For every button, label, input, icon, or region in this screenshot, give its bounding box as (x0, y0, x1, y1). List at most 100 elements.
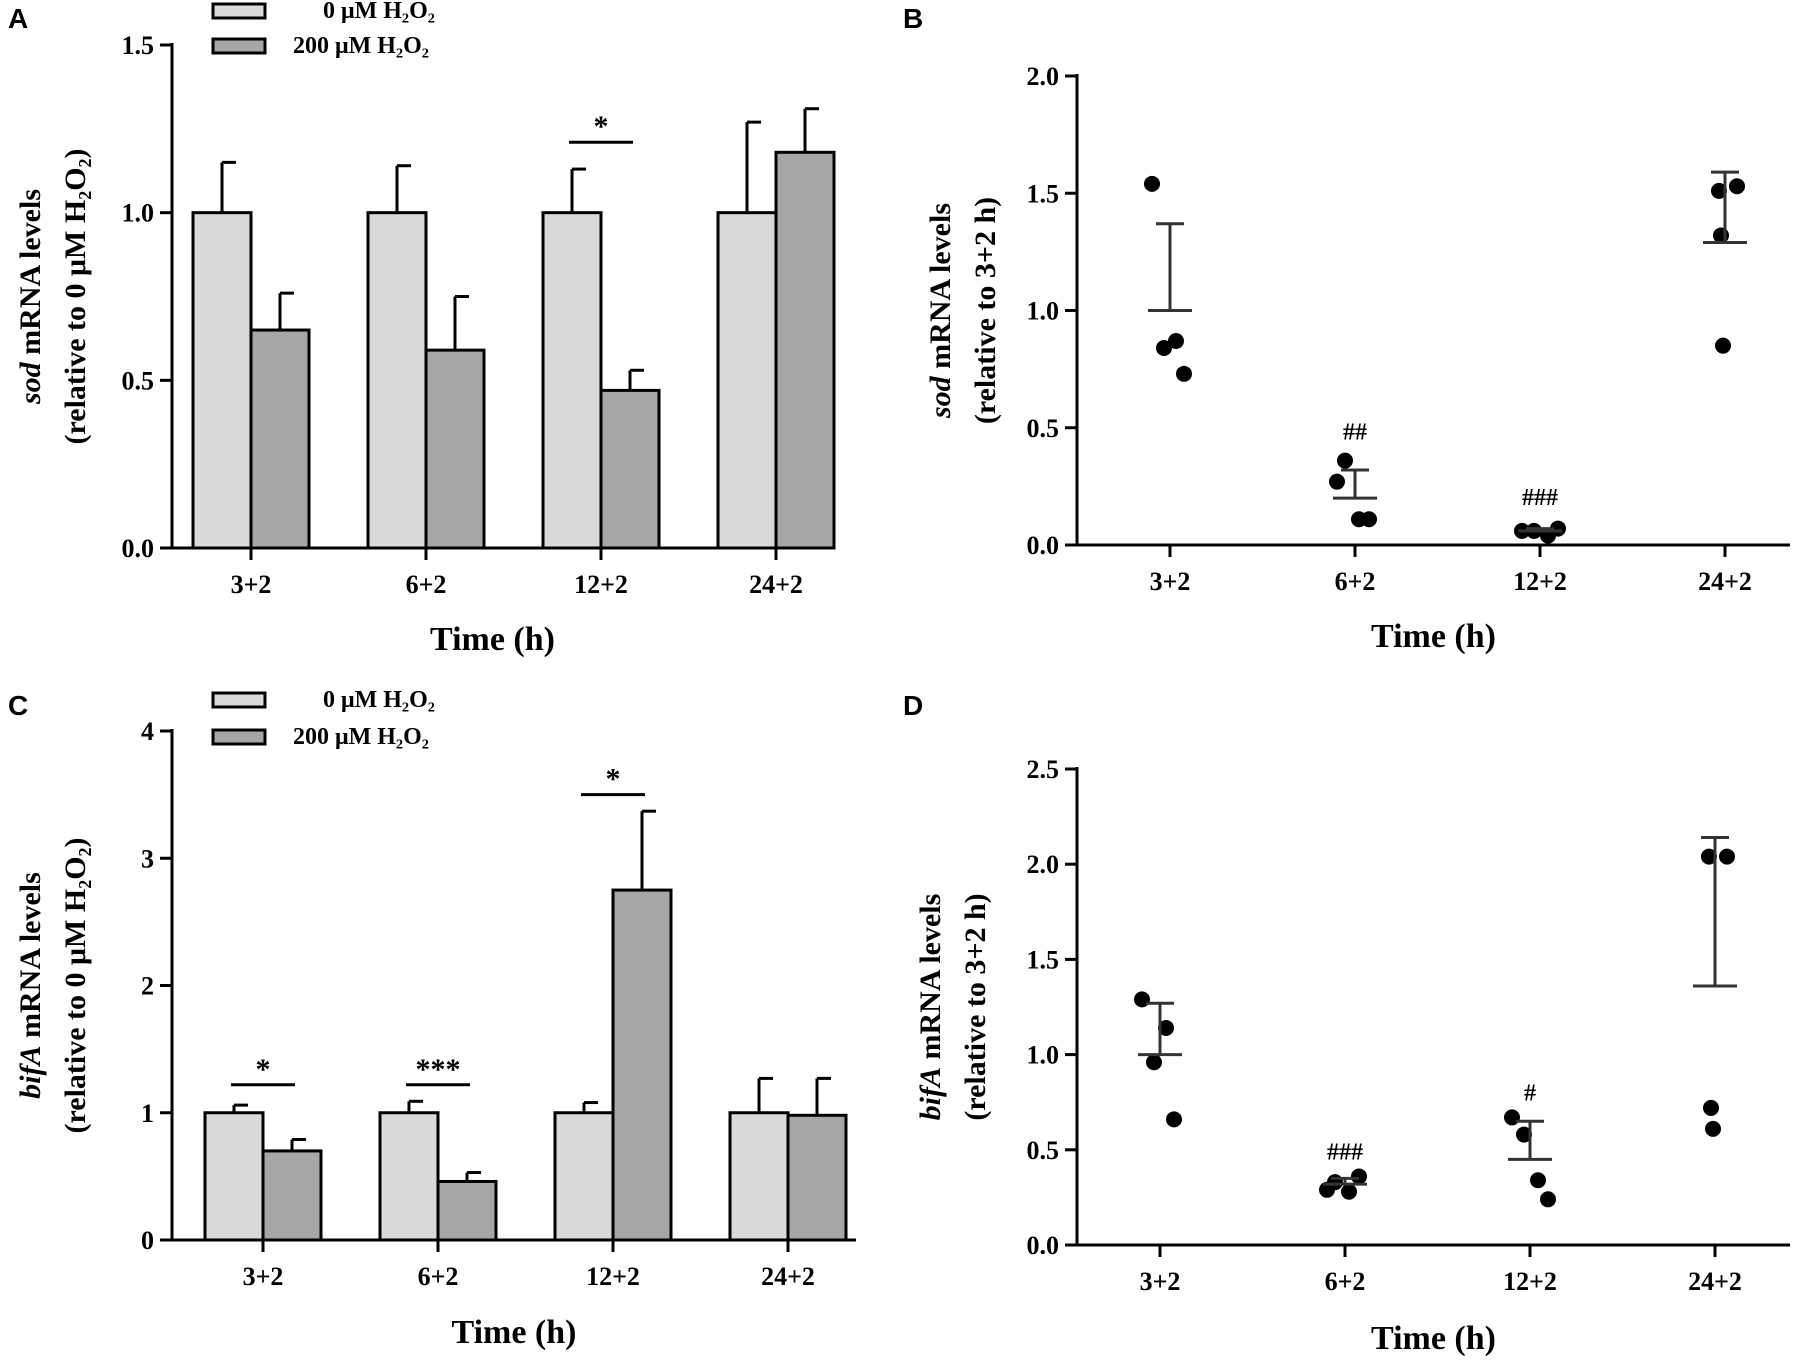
y-tick-label: 2.0 (1027, 850, 1060, 879)
x-tick-label: 24+2 (1688, 1267, 1742, 1296)
y-axis-label-suffix: mRNA levels (14, 189, 47, 362)
y-axis-label-gene: sod (924, 375, 957, 419)
x-tick-label: 12+2 (574, 570, 628, 599)
y-tick-label: 0.5 (122, 366, 155, 395)
data-point-3+2 (1146, 1054, 1162, 1071)
data-point-3+2 (1166, 1111, 1182, 1128)
x-axis-label: Time (h) (1371, 618, 1496, 655)
x-tick-label: 3+2 (231, 570, 272, 599)
panel-c: C 0 1 2 3 4 3+2 6+2 12+2 24+2 Time (h) bifA mRNA le… (8, 687, 856, 1351)
y-axis-label-suffix: mRNA levels (914, 894, 947, 1067)
data-point-3+2 (1144, 175, 1160, 192)
data-point-12+2 (1540, 1191, 1556, 1208)
annotation-hash: # (1524, 1080, 1536, 1106)
legend-swatch-treated (211, 728, 267, 746)
x-tick-label: 6+2 (1325, 1267, 1366, 1296)
data-point-3+2 (1158, 1019, 1174, 1036)
y-axis-label-gene: bifA (14, 1045, 47, 1098)
x-tick-label: 6+2 (406, 570, 447, 599)
x-tick-label: 3+2 (1140, 1267, 1181, 1296)
bar-treated-6+2 (436, 1179, 498, 1242)
y-tick-label: 1.0 (1027, 297, 1060, 326)
data-point-6+2 (1341, 1183, 1357, 1200)
significance-star: *** (416, 1053, 461, 1086)
y-tick-label: 0.0 (1027, 531, 1060, 560)
y-axis-label-gene: bifA (914, 1067, 947, 1120)
data-point-12+2 (1504, 1109, 1520, 1126)
x-tick-label: 24+2 (1698, 567, 1752, 596)
y-axis-label: bifA mRNA levels (914, 894, 947, 1121)
data-point-24+2 (1715, 337, 1731, 354)
legend-label: 200 μM H₂O₂ (293, 724, 429, 750)
bar-control-6+2 (366, 211, 428, 550)
data-point-12+2 (1530, 1172, 1546, 1189)
legend-swatch-control (211, 2, 267, 20)
y-tick-label: 2 (141, 972, 154, 1001)
y-axis-label: sod mRNA levels (14, 189, 47, 405)
y-tick-label: 1.5 (1027, 945, 1060, 974)
bar-control-6+2 (378, 1111, 440, 1242)
bar-control-24+2 (716, 211, 778, 550)
bar-treated-12+2 (599, 388, 661, 550)
bar-treated-24+2 (786, 1113, 848, 1242)
y-tick-label: 1.5 (1027, 179, 1060, 208)
y-axis-label-suffix: mRNA levels (14, 872, 47, 1045)
data-point-24+2 (1701, 848, 1717, 865)
significance-star: * (594, 110, 609, 143)
bar-treated-3+2 (261, 1149, 323, 1242)
panel-b: B 0.0 0.5 1.0 1.5 2.0 3+2 6+2 12+2 24+2 Time (h) so… (903, 3, 1790, 655)
panel-letter: A (8, 3, 28, 34)
x-tick-label: 24+2 (761, 1262, 815, 1291)
y-tick-label: 2.0 (1027, 62, 1060, 91)
bar-treated-3+2 (249, 328, 311, 550)
y-tick-label: 0.5 (1027, 1136, 1060, 1165)
panel-letter: D (903, 690, 923, 721)
y-axis-label-line2: (relative to 3+2 h) (969, 197, 1002, 424)
y-tick-label: 0.5 (1027, 414, 1060, 443)
annotation-hash: ### (1522, 485, 1558, 511)
panel-letter: C (8, 690, 28, 721)
legend-swatch-control (211, 691, 267, 709)
y-axis-label: sod mRNA levels (924, 203, 957, 419)
bar-control-12+2 (553, 1111, 615, 1242)
y-axis-label-line2: (relative to 3+2 h) (959, 893, 992, 1120)
y-tick-label: 0 (141, 1226, 154, 1255)
significance-star: * (256, 1053, 271, 1086)
x-tick-label: 12+2 (1503, 1267, 1557, 1296)
panel-letter: B (903, 3, 923, 34)
x-tick-label: 6+2 (418, 1262, 459, 1291)
y-tick-label: 1.0 (122, 199, 155, 228)
bar-treated-12+2 (611, 888, 673, 1242)
bar-control-24+2 (728, 1111, 790, 1242)
data-point-12+2 (1550, 520, 1566, 537)
data-point-3+2 (1168, 332, 1184, 349)
data-point-24+2 (1705, 1120, 1721, 1137)
x-axis-label: Time (h) (430, 621, 555, 658)
x-tick-label: 12+2 (1513, 567, 1567, 596)
data-point-24+2 (1711, 182, 1727, 199)
x-axis-label: Time (h) (1371, 1320, 1496, 1357)
y-tick-label: 1 (141, 1099, 154, 1128)
data-point-6+2 (1319, 1181, 1335, 1198)
data-point-6+2 (1351, 1168, 1367, 1185)
data-point-3+2 (1176, 365, 1192, 382)
y-tick-label: 4 (141, 717, 154, 746)
data-point-6+2 (1329, 473, 1345, 490)
data-point-24+2 (1719, 848, 1735, 865)
legend-label: 200 μM H₂O₂ (293, 33, 429, 59)
legend-label: 0 μM H₂O₂ (323, 687, 435, 713)
panel-d: D 0.0 0.5 1.0 1.5 2.0 2.5 3+2 6+2 12+2 24+2 Time (h… (903, 690, 1790, 1357)
y-tick-label: 1.0 (1027, 1041, 1060, 1070)
x-tick-label: 12+2 (586, 1262, 640, 1291)
y-tick-label: 1.5 (122, 31, 155, 60)
data-point-24+2 (1729, 178, 1745, 195)
legend-swatch-treated (211, 37, 267, 55)
x-tick-label: 3+2 (243, 1262, 284, 1291)
data-point-3+2 (1134, 991, 1150, 1008)
data-point-6+2 (1337, 452, 1353, 469)
annotation-hash: ### (1327, 1139, 1363, 1165)
y-tick-label: 3 (141, 844, 154, 873)
data-point-6+2 (1361, 511, 1377, 528)
x-tick-label: 6+2 (1335, 567, 1376, 596)
